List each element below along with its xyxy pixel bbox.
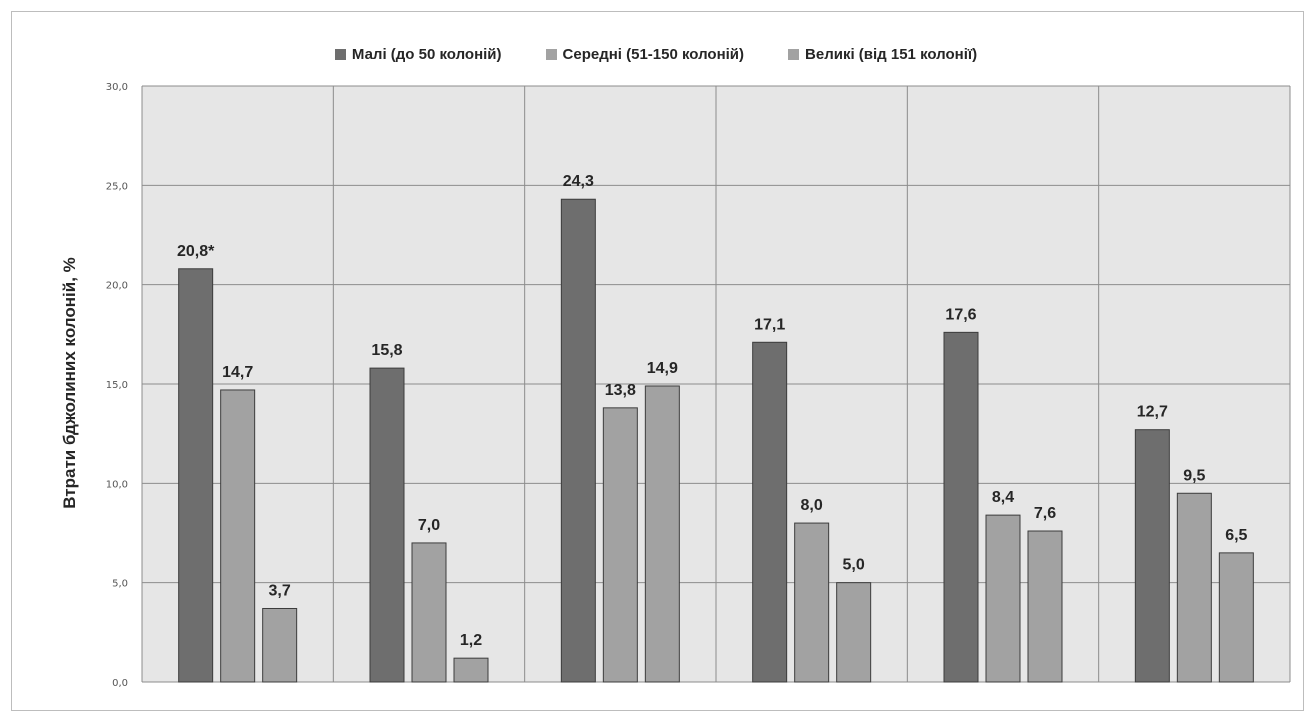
- data-label: 5,0: [843, 557, 865, 574]
- data-label: 20,8*: [177, 243, 215, 260]
- y-tick-label: 15,0: [106, 380, 128, 391]
- data-label: 14,7: [222, 364, 253, 381]
- y-tick-label: 20,0: [106, 281, 128, 292]
- bar: [1134, 429, 1170, 683]
- data-label: 7,0: [418, 517, 440, 534]
- legend-item-small: Малі (до 50 колоній): [334, 42, 502, 66]
- y-tick-label: 10,0: [106, 479, 128, 490]
- y-tick-label: 30,0: [106, 82, 128, 93]
- bar: [369, 367, 405, 683]
- bar: [1218, 552, 1254, 683]
- legend-item-large: Великі (від 151 колонії): [788, 42, 977, 66]
- legend: Малі (до 50 колоній) Середні (51-150 кол…: [0, 42, 1312, 66]
- data-label: 17,6: [945, 306, 976, 323]
- legend-label-medium: Середні (51-150 колоній): [562, 45, 745, 63]
- data-label: 6,5: [1225, 527, 1247, 544]
- bar: [411, 542, 447, 683]
- data-label: 13,8: [605, 382, 636, 399]
- bar: [1176, 492, 1212, 683]
- legend-item-medium: Середні (51-150 колоній): [545, 42, 745, 66]
- y-tick-label: 0,0: [112, 678, 128, 689]
- bar: [178, 268, 214, 683]
- legend-swatch-small: [334, 48, 346, 60]
- legend-swatch-medium: [545, 48, 557, 60]
- data-label: 14,9: [647, 360, 678, 377]
- bar: [220, 389, 256, 683]
- legend-swatch-large: [788, 48, 800, 60]
- data-label: 3,7: [269, 582, 291, 599]
- data-label: 24,3: [563, 173, 594, 190]
- data-label: 9,5: [1183, 467, 1205, 484]
- data-label: 1,2: [460, 632, 482, 649]
- legend-label-large: Великі (від 151 колонії): [805, 45, 978, 63]
- data-label: 8,4: [992, 489, 1014, 506]
- data-label: 12,7: [1137, 404, 1168, 421]
- data-label: 8,0: [801, 497, 823, 514]
- y-tick-label: 25,0: [106, 181, 128, 192]
- data-label: 17,1: [754, 316, 785, 333]
- data-label: 7,6: [1034, 505, 1056, 522]
- bar: [985, 514, 1021, 683]
- bar: [644, 385, 680, 683]
- bar: [794, 522, 830, 683]
- data-label: 15,8: [371, 342, 402, 359]
- bar: [752, 341, 788, 683]
- legend-label-small: Малі (до 50 колоній): [351, 45, 502, 63]
- y-tick-label: 5,0: [112, 579, 128, 590]
- bar: [943, 331, 979, 683]
- bar: [602, 407, 638, 683]
- bar: [1027, 530, 1063, 683]
- bar: [453, 657, 489, 683]
- bar: [560, 198, 596, 683]
- bar: [262, 607, 298, 683]
- bar: [836, 582, 872, 683]
